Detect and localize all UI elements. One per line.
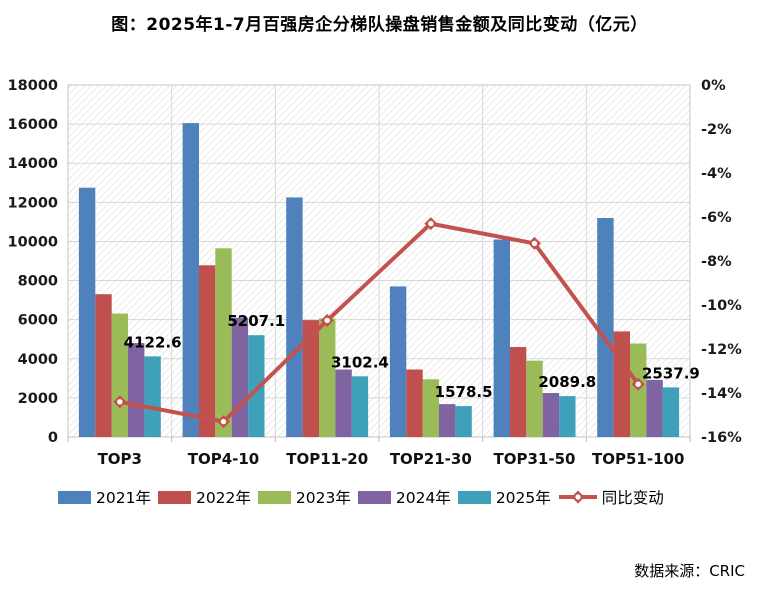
trend-line [113, 217, 645, 429]
legend: 2021年 2022年 2023年 2024年 2025年 同比变动 [58, 486, 759, 508]
left-axis-labels: 0 2000 4000 6000 8000 10000 12000 14000 16000 180… [8, 78, 58, 446]
left-tick-12000: 12000 [8, 195, 58, 211]
data-labels: 4122.6 5207.1 3102.4 1578.5 2089.8 2537.9 [124, 312, 700, 401]
right-tick--10%: -10% [701, 298, 742, 314]
x-axis-labels: TOP3 TOP4-10 TOP11-20 TOP21-30 TOP31-50 TOP51… [98, 450, 685, 468]
bar-2021年-TOP4-10 [182, 123, 199, 437]
bar-2025年-TOP4-10 [248, 335, 265, 437]
bar-2025年-TOP11-20 [351, 376, 369, 437]
category-label-TOP11-20: TOP11-20 [286, 450, 368, 468]
bar-2024年-TOP3 [128, 343, 145, 437]
value-label-TOP51-100: 2537.9 [642, 364, 700, 382]
bar-2024年-TOP21-30 [439, 404, 456, 437]
left-tick-4000: 4000 [18, 352, 58, 368]
value-label-TOP31-50: 2089.8 [538, 373, 596, 391]
bar-2025年-TOP3 [144, 356, 161, 437]
legend-swatch-2025 [457, 490, 491, 504]
legend-item-2024: 2024年 [357, 486, 451, 508]
bar-2022年-TOP3 [95, 294, 112, 437]
legend-item-2021: 2021年 [58, 486, 151, 508]
legend-swatch-2022 [157, 490, 191, 504]
x-axis-ticks [67, 437, 691, 442]
category-label-TOP3: TOP3 [98, 450, 142, 468]
category-label-TOP51-100: TOP51-100 [592, 450, 684, 468]
left-tick-18000: 18000 [8, 78, 58, 94]
bar-2021年-TOP3 [78, 187, 96, 437]
left-tick-10000: 10000 [8, 234, 58, 250]
legend-item-2025: 2025年 [457, 486, 551, 508]
legend-line-marker-icon [558, 490, 597, 504]
bar-2021年-TOP51-100 [597, 218, 614, 437]
legend-swatch-2024 [357, 490, 391, 504]
bar-2024年-TOP51-100 [646, 379, 663, 437]
bar-2023年-TOP31-50 [526, 360, 543, 437]
bar-2024年-TOP11-20 [335, 369, 352, 437]
category-label-TOP4-10: TOP4-10 [188, 450, 260, 468]
bar-2024年-TOP31-50 [542, 393, 560, 437]
value-label-TOP11-20: 3102.4 [331, 353, 389, 371]
bar-2022年-TOP51-100 [613, 331, 630, 437]
bar-2025年-TOP31-50 [559, 396, 576, 437]
bar-2023年-TOP21-30 [422, 379, 439, 437]
legend-swatch-2021 [58, 490, 91, 504]
chart-title: 图：2025年1-7月百强房企分梯队操盘销售金额及同比变动（亿元） [111, 15, 648, 35]
right-tick--14%: -14% [701, 386, 742, 402]
legend-label-yoy: 同比变动 [601, 489, 664, 507]
legend-item-2023: 2023年 [257, 486, 351, 508]
value-label-TOP21-30: 1578.5 [435, 383, 493, 401]
legend-label-2024: 2024年 [395, 489, 451, 507]
left-tick-0: 0 [48, 430, 58, 446]
bar-2021年-TOP11-20 [286, 197, 303, 437]
category-label-TOP21-30: TOP21-30 [390, 450, 472, 468]
right-tick--2%: -2% [701, 122, 732, 138]
bar-2022年-TOP21-30 [406, 369, 423, 437]
left-tick-8000: 8000 [18, 274, 58, 290]
right-tick-0%: 0% [701, 78, 726, 94]
right-tick--16%: -16% [701, 430, 742, 446]
bar-2021年-TOP21-30 [389, 286, 407, 437]
left-tick-2000: 2000 [18, 391, 58, 407]
bar-2024年-TOP4-10 [231, 317, 249, 437]
left-tick-16000: 16000 [8, 117, 58, 133]
bar-2022年-TOP4-10 [198, 265, 216, 437]
legend-label-2025: 2025年 [495, 489, 551, 507]
bar-2022年-TOP31-50 [509, 347, 527, 437]
category-label-TOP31-50: TOP31-50 [494, 450, 576, 468]
legend-item-2022: 2022年 [157, 486, 251, 508]
right-tick--8%: -8% [701, 254, 732, 270]
left-tick-6000: 6000 [18, 313, 58, 329]
legend-item-yoy: 同比变动 [558, 486, 664, 508]
right-tick--6%: -6% [701, 210, 732, 226]
data-source: 数据来源：CRIC [634, 562, 745, 580]
bar-2023年-TOP3 [111, 313, 128, 437]
right-axis-labels: 0% -2% -4% -6% -8% -10% -12% -14% -16% [701, 78, 742, 446]
legend-label-2021: 2021年 [96, 489, 151, 507]
bar-2025年-TOP21-30 [455, 406, 472, 437]
value-label-TOP4-10: 5207.1 [227, 312, 285, 330]
bar-series [78, 123, 680, 437]
legend-label-2023: 2023年 [295, 489, 351, 507]
bar-2023年-TOP11-20 [319, 318, 336, 437]
value-label-TOP3: 4122.6 [124, 333, 182, 351]
legend-swatch-2023 [257, 490, 291, 504]
bar-2022年-TOP11-20 [302, 320, 319, 437]
right-tick--4%: -4% [701, 166, 732, 182]
left-tick-14000: 14000 [8, 156, 58, 172]
legend-label-2022: 2022年 [195, 489, 251, 507]
bar-2021年-TOP31-50 [493, 239, 510, 437]
right-tick--12%: -12% [701, 342, 742, 358]
bar-2023年-TOP4-10 [215, 248, 232, 437]
bar-2025年-TOP51-100 [662, 387, 680, 437]
